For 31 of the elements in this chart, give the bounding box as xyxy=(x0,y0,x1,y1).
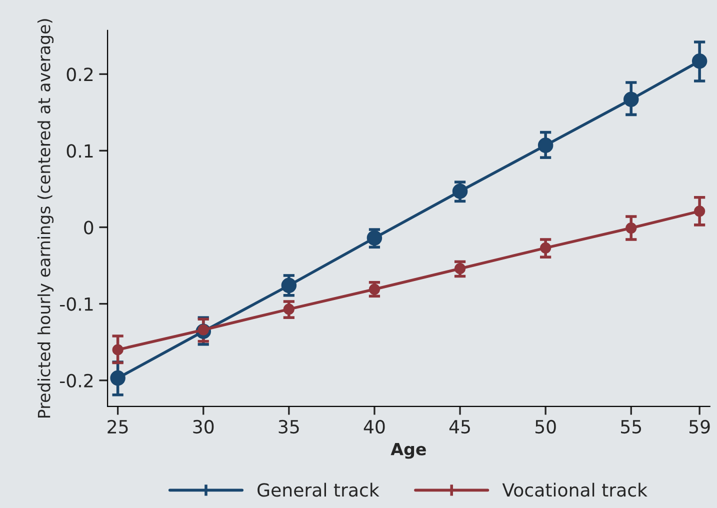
y-tick-label: 0.2 xyxy=(66,68,93,82)
point xyxy=(452,184,468,199)
point xyxy=(283,304,294,315)
point xyxy=(694,206,706,217)
point xyxy=(540,242,552,254)
y-tick-label: 0.1 xyxy=(66,144,93,158)
y-tick-label: -0.2 xyxy=(60,374,93,388)
y-tick-label: 0 xyxy=(84,220,94,234)
point xyxy=(112,344,124,356)
point xyxy=(692,53,708,69)
point xyxy=(366,230,382,246)
legend-label: Vocational track xyxy=(502,482,648,497)
x-tick-label: 30 xyxy=(193,420,214,434)
y-axis-title: Predicted hourly earnings (centered at average) xyxy=(37,19,54,418)
legend-label: General track xyxy=(258,482,380,497)
point xyxy=(368,284,380,295)
point xyxy=(623,92,639,108)
point xyxy=(454,263,466,274)
y-tick-label: -0.1 xyxy=(60,297,93,311)
x-tick-label: 40 xyxy=(364,420,385,434)
point xyxy=(281,278,297,294)
x-tick-label: 35 xyxy=(278,420,299,434)
x-tick-label: 50 xyxy=(535,420,556,434)
x-tick-label: 55 xyxy=(621,420,642,434)
x-tick-label: 45 xyxy=(449,420,470,434)
x-axis-title: Age xyxy=(390,443,426,459)
point xyxy=(538,138,554,153)
x-tick-label: 25 xyxy=(108,420,128,434)
point xyxy=(626,222,637,234)
x-tick-label: 59 xyxy=(689,420,710,434)
point xyxy=(110,370,126,386)
